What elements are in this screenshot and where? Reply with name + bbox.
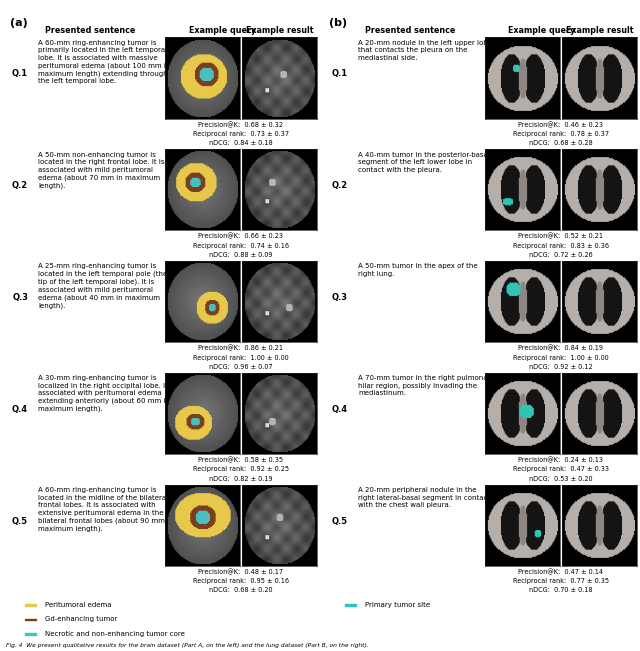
Text: Precision@K:  0.47 ± 0.14: Precision@K: 0.47 ± 0.14 xyxy=(518,569,604,575)
Text: Reciprocal rank:  0.92 ± 0.25: Reciprocal rank: 0.92 ± 0.25 xyxy=(193,466,289,473)
Text: A 40-mm tumor in the posterior-basal
segment of the left lower lobe in
contact w: A 40-mm tumor in the posterior-basal seg… xyxy=(358,152,490,173)
Text: nDCG:  0.72 ± 0.26: nDCG: 0.72 ± 0.26 xyxy=(529,252,593,258)
Text: Precision@K:  0.24 ± 0.13: Precision@K: 0.24 ± 0.13 xyxy=(518,457,604,464)
Text: nDCG:  0.82 ± 0.19: nDCG: 0.82 ± 0.19 xyxy=(209,475,273,482)
Text: Necrotic and non-enhancing tumor core: Necrotic and non-enhancing tumor core xyxy=(45,631,185,637)
Text: A 50-mm non-enhancing tumor is
located in the right frontal lobe. It is
associat: A 50-mm non-enhancing tumor is located i… xyxy=(38,152,164,189)
Text: nDCG:  0.88 ± 0.09: nDCG: 0.88 ± 0.09 xyxy=(209,252,273,258)
Text: Precision@K:  0.66 ± 0.23: Precision@K: 0.66 ± 0.23 xyxy=(198,233,284,240)
Text: Reciprocal rank:  0.77 ± 0.35: Reciprocal rank: 0.77 ± 0.35 xyxy=(513,578,609,584)
Text: Q.3: Q.3 xyxy=(12,293,28,302)
Text: Precision@K:  0.58 ± 0.35: Precision@K: 0.58 ± 0.35 xyxy=(198,457,284,464)
Text: (a): (a) xyxy=(10,18,28,28)
Text: nDCG:  0.84 ± 0.18: nDCG: 0.84 ± 0.18 xyxy=(209,140,273,146)
Text: A 50-mm tumor in the apex of the
right lung.: A 50-mm tumor in the apex of the right l… xyxy=(358,264,477,277)
Text: Precision@K:  0.84 ± 0.19: Precision@K: 0.84 ± 0.19 xyxy=(518,345,604,352)
Text: (b): (b) xyxy=(330,18,348,28)
Text: Example result: Example result xyxy=(246,27,314,36)
Text: Presented sentence: Presented sentence xyxy=(45,27,136,36)
Text: Q.3: Q.3 xyxy=(332,293,348,302)
Text: Q.1: Q.1 xyxy=(12,70,28,78)
Bar xyxy=(25,618,36,620)
Bar xyxy=(25,633,36,635)
Text: Precision@K:  0.46 ± 0.23: Precision@K: 0.46 ± 0.23 xyxy=(518,122,604,128)
Text: A 30-mm ring-enhancing tumor is
localized in the right occipital lobe. It is
ass: A 30-mm ring-enhancing tumor is localize… xyxy=(38,375,176,412)
Text: Example query: Example query xyxy=(508,27,576,36)
Text: Q.4: Q.4 xyxy=(12,405,28,414)
Text: A 60-mm ring-enhancing tumor is
located in the midline of the bilateral
frontal : A 60-mm ring-enhancing tumor is located … xyxy=(38,487,173,532)
Text: Precision@K:  0.86 ± 0.21: Precision@K: 0.86 ± 0.21 xyxy=(198,345,284,352)
Text: Reciprocal rank:  1.00 ± 0.00: Reciprocal rank: 1.00 ± 0.00 xyxy=(193,355,289,361)
Text: Precision@K:  0.52 ± 0.21: Precision@K: 0.52 ± 0.21 xyxy=(518,233,604,240)
Text: nDCG:  0.96 ± 0.07: nDCG: 0.96 ± 0.07 xyxy=(209,364,273,370)
Text: Gd-enhancing tumor: Gd-enhancing tumor xyxy=(45,616,118,622)
Text: Q.1: Q.1 xyxy=(332,70,348,78)
Text: Q.2: Q.2 xyxy=(332,181,348,190)
Text: Q.5: Q.5 xyxy=(12,517,28,526)
Text: Precision@K:  0.48 ± 0.17: Precision@K: 0.48 ± 0.17 xyxy=(198,569,284,575)
Text: nDCG:  0.68 ± 0.20: nDCG: 0.68 ± 0.20 xyxy=(209,587,273,593)
Bar xyxy=(25,604,36,605)
Text: Q.4: Q.4 xyxy=(332,405,348,414)
Text: A 70-mm tumor in the right pulmonary
hilar region, possibly invading the
mediast: A 70-mm tumor in the right pulmonary hil… xyxy=(358,375,494,396)
Text: Reciprocal rank:  0.78 ± 0.37: Reciprocal rank: 0.78 ± 0.37 xyxy=(513,131,609,137)
Text: nDCG:  0.53 ± 0.20: nDCG: 0.53 ± 0.20 xyxy=(529,475,593,482)
Text: Q.2: Q.2 xyxy=(12,181,28,190)
Text: Reciprocal rank:  0.95 ± 0.16: Reciprocal rank: 0.95 ± 0.16 xyxy=(193,578,289,584)
Text: A 20-mm peripheral nodule in the
right lateral-basal segment in contact
with the: A 20-mm peripheral nodule in the right l… xyxy=(358,487,490,508)
Bar xyxy=(345,604,356,605)
Text: Primary tumor site: Primary tumor site xyxy=(365,602,430,608)
Text: Reciprocal rank:  0.73 ± 0.37: Reciprocal rank: 0.73 ± 0.37 xyxy=(193,131,289,137)
Text: Reciprocal rank:  0.47 ± 0.33: Reciprocal rank: 0.47 ± 0.33 xyxy=(513,466,609,473)
Text: nDCG:  0.70 ± 0.18: nDCG: 0.70 ± 0.18 xyxy=(529,587,593,593)
Text: A 60-mm ring-enhancing tumor is
primarily located in the left temporal
lobe. It : A 60-mm ring-enhancing tumor is primaril… xyxy=(38,40,170,84)
Text: Q.5: Q.5 xyxy=(332,517,348,526)
Text: Reciprocal rank:  0.74 ± 0.16: Reciprocal rank: 0.74 ± 0.16 xyxy=(193,243,289,249)
Text: nDCG:  0.92 ± 0.12: nDCG: 0.92 ± 0.12 xyxy=(529,364,593,370)
Text: nDCG:  0.68 ± 0.28: nDCG: 0.68 ± 0.28 xyxy=(529,140,593,146)
Text: Presented sentence: Presented sentence xyxy=(365,27,455,36)
Text: A 25-mm ring-enhancing tumor is
located in the left temporal pole (the
tip of th: A 25-mm ring-enhancing tumor is located … xyxy=(38,264,167,309)
Text: Reciprocal rank:  1.00 ± 0.00: Reciprocal rank: 1.00 ± 0.00 xyxy=(513,355,609,361)
Text: A 20-mm nodule in the left upper lobe
that contacts the pleura on the
mediastina: A 20-mm nodule in the left upper lobe th… xyxy=(358,40,492,61)
Text: Precision@K:  0.68 ± 0.32: Precision@K: 0.68 ± 0.32 xyxy=(198,122,284,128)
Text: Peritumoral edema: Peritumoral edema xyxy=(45,602,112,608)
Text: Example query: Example query xyxy=(189,27,256,36)
Text: Reciprocal rank:  0.83 ± 0.36: Reciprocal rank: 0.83 ± 0.36 xyxy=(513,243,609,249)
Text: Example result: Example result xyxy=(566,27,634,36)
Text: Fig. 4  We present qualitative results for the brain dataset (Part A, on the lef: Fig. 4 We present qualitative results fo… xyxy=(6,643,369,648)
